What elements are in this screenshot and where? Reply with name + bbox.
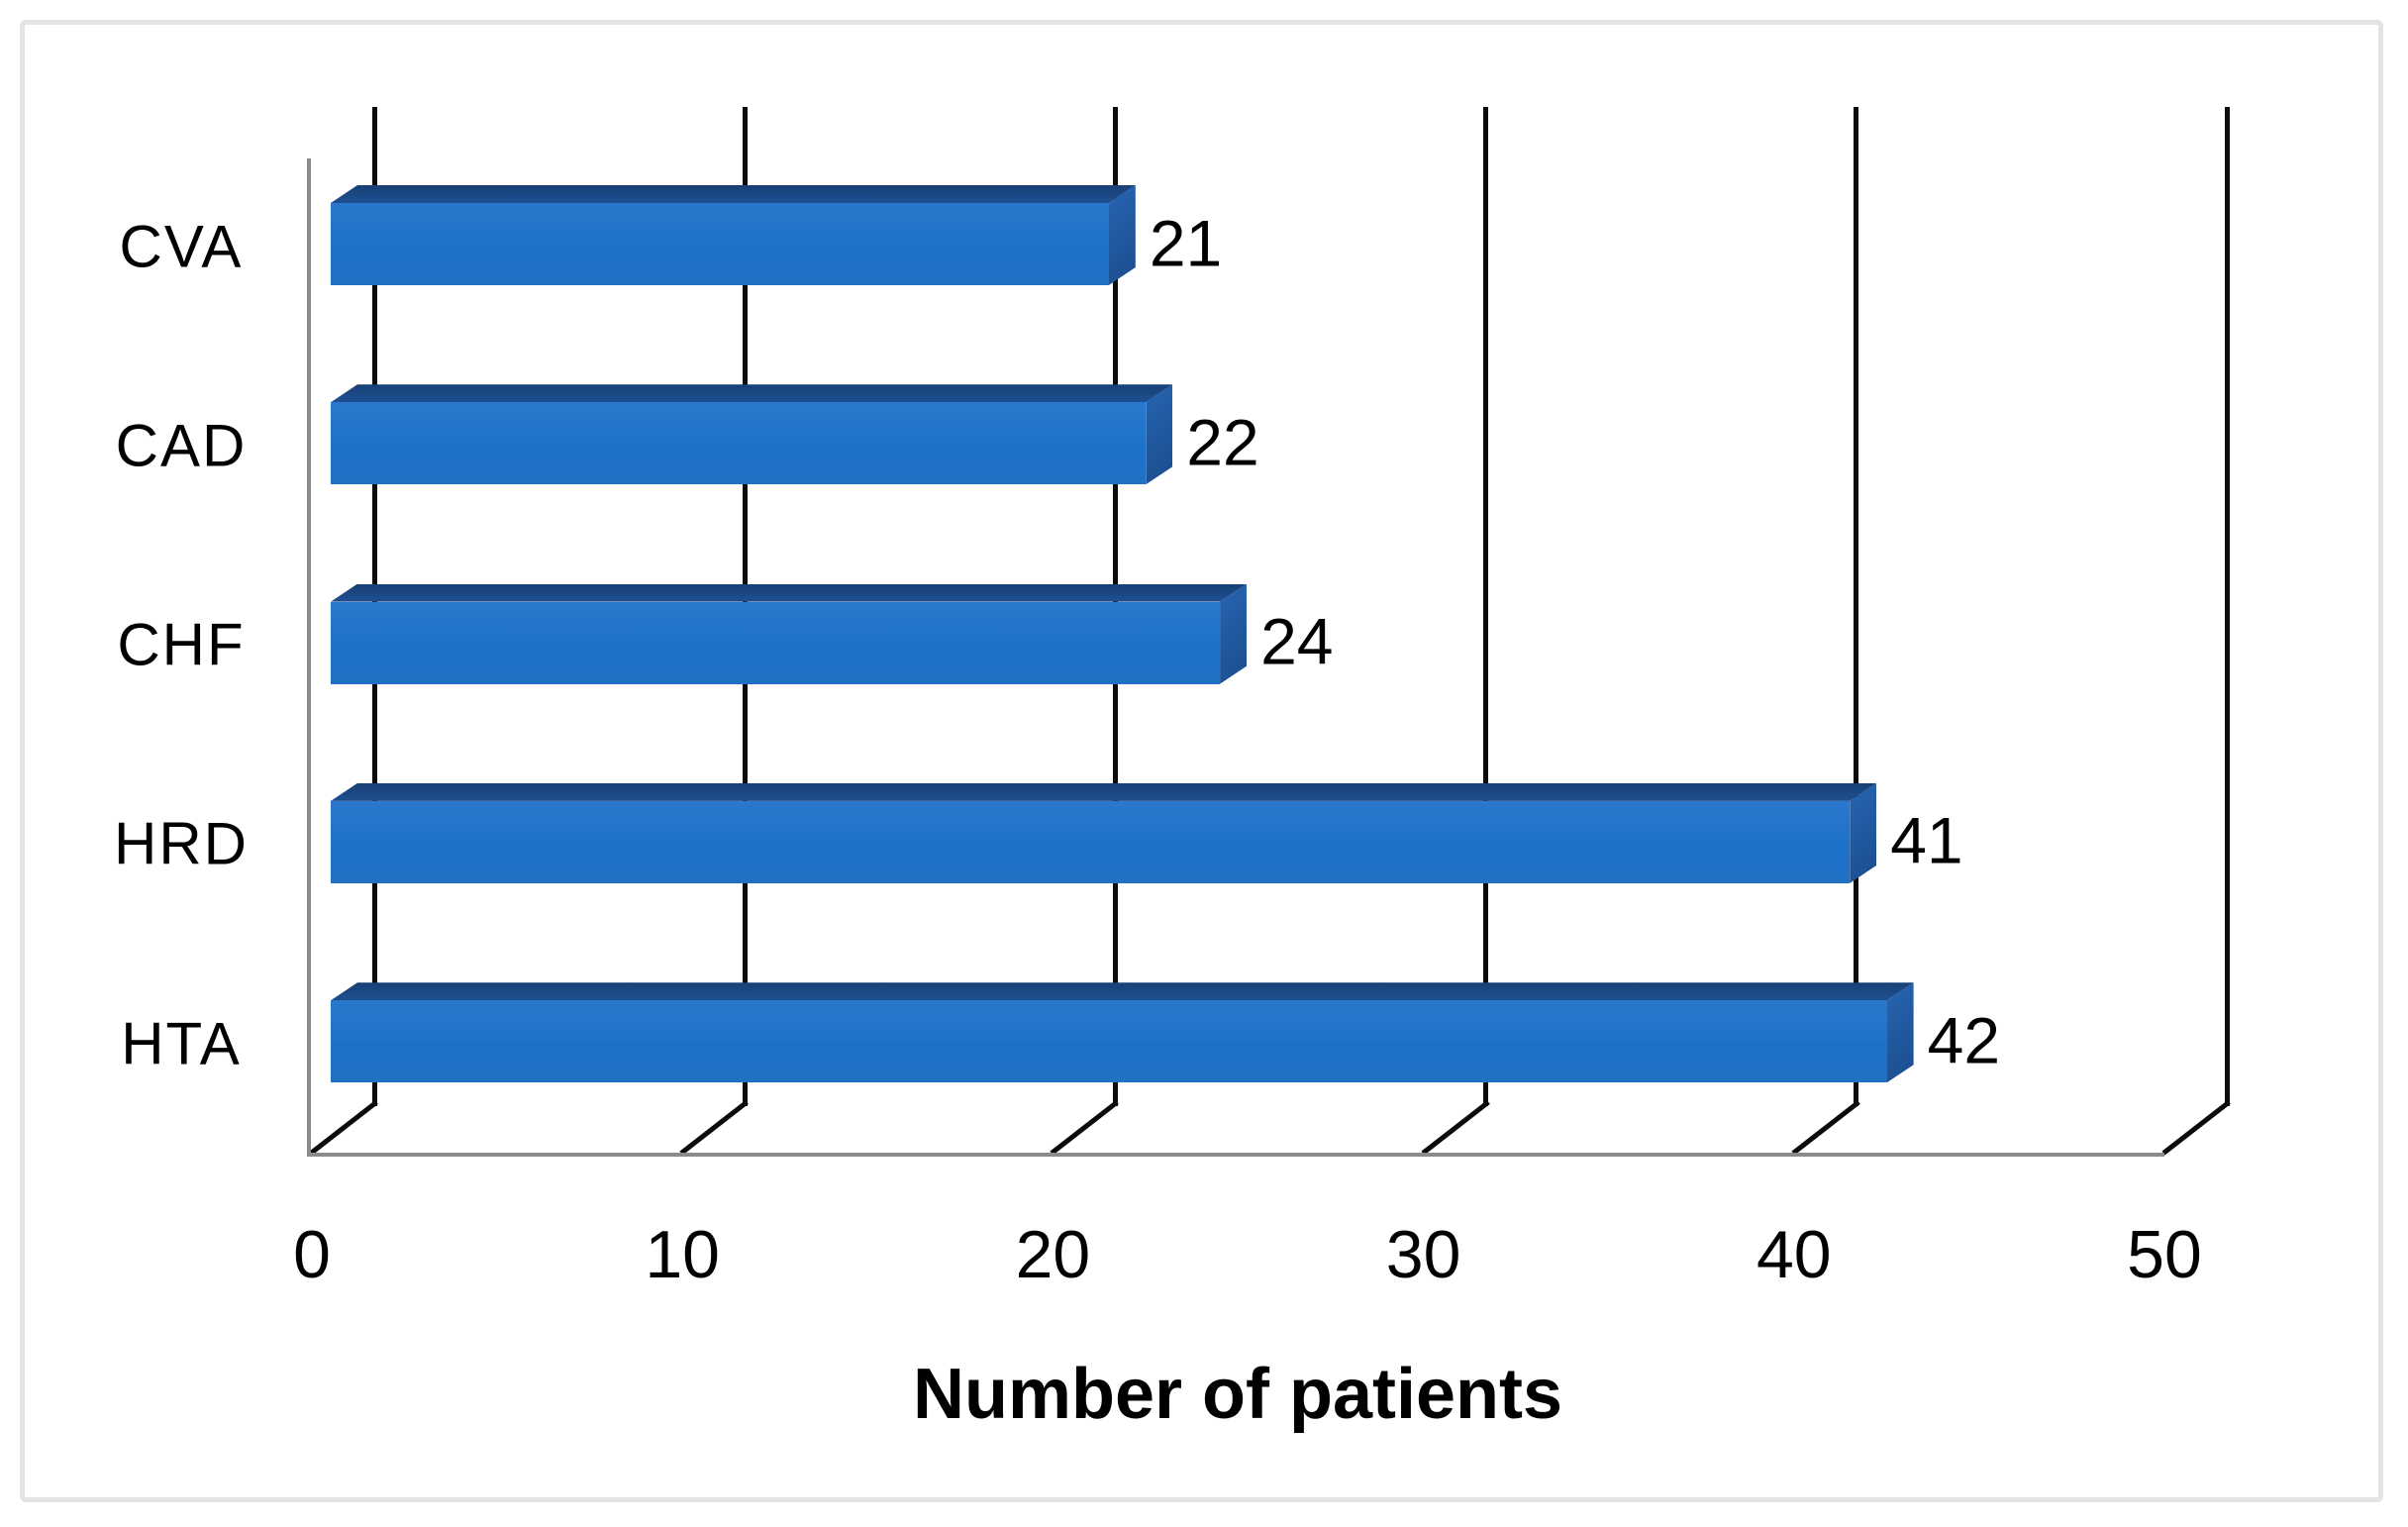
gridline-depth-segment bbox=[1421, 1099, 1490, 1155]
x-tick-label: 30 bbox=[1385, 1217, 1461, 1292]
x-tick-label: 0 bbox=[293, 1217, 331, 1292]
x-tick-label: 20 bbox=[1015, 1217, 1091, 1292]
category-label: CAD bbox=[115, 412, 248, 479]
x-axis-line bbox=[307, 1153, 2164, 1157]
y-axis-line bbox=[307, 158, 311, 1157]
x-axis-title: Number of patients bbox=[912, 1355, 1563, 1434]
bar-end-cap bbox=[1146, 384, 1173, 485]
bar-HRD bbox=[331, 800, 1851, 883]
gridline-depth-segment bbox=[679, 1099, 749, 1155]
data-label: 41 bbox=[1890, 803, 1963, 877]
bar-end-cap bbox=[1108, 185, 1136, 285]
bar-top-face bbox=[331, 185, 1136, 203]
bar-HTA bbox=[331, 1000, 1887, 1083]
data-label: 21 bbox=[1149, 205, 1223, 279]
gridline bbox=[1483, 107, 1489, 1106]
bar-top-face bbox=[331, 982, 1914, 1001]
data-label: 42 bbox=[1927, 1003, 2001, 1077]
gridline-depth-segment bbox=[309, 1099, 378, 1155]
gridline bbox=[1854, 107, 1859, 1106]
bar-top-face bbox=[331, 782, 1877, 801]
gridline-depth-segment bbox=[1791, 1099, 1860, 1155]
bar-top-face bbox=[331, 583, 1248, 602]
figure-border: Number of patients CVA 21 CAD 22 CHF 24 HRD 41 H… bbox=[20, 20, 2383, 1502]
category-label: HTA bbox=[121, 1010, 242, 1077]
gridline-depth-segment bbox=[1050, 1099, 1120, 1155]
x-tick-label: 50 bbox=[2127, 1217, 2202, 1292]
category-label: CVA bbox=[119, 213, 244, 279]
category-label: HRD bbox=[114, 810, 249, 877]
bar-CAD bbox=[331, 402, 1147, 485]
x-tick-label: 10 bbox=[645, 1217, 721, 1292]
gridline-depth-segment bbox=[2161, 1099, 2231, 1155]
bar-CVA bbox=[331, 203, 1109, 285]
bar-end-cap bbox=[1220, 583, 1248, 684]
category-label: CHF bbox=[117, 611, 246, 678]
data-label: 22 bbox=[1186, 405, 1259, 479]
x-tick-label: 40 bbox=[1756, 1217, 1832, 1292]
data-label: 24 bbox=[1260, 604, 1334, 678]
bar-end-cap bbox=[1850, 782, 1877, 883]
bar-CHF bbox=[331, 601, 1221, 684]
gridline bbox=[2224, 107, 2230, 1106]
bar-top-face bbox=[331, 384, 1173, 403]
bar-end-cap bbox=[1886, 982, 1914, 1083]
